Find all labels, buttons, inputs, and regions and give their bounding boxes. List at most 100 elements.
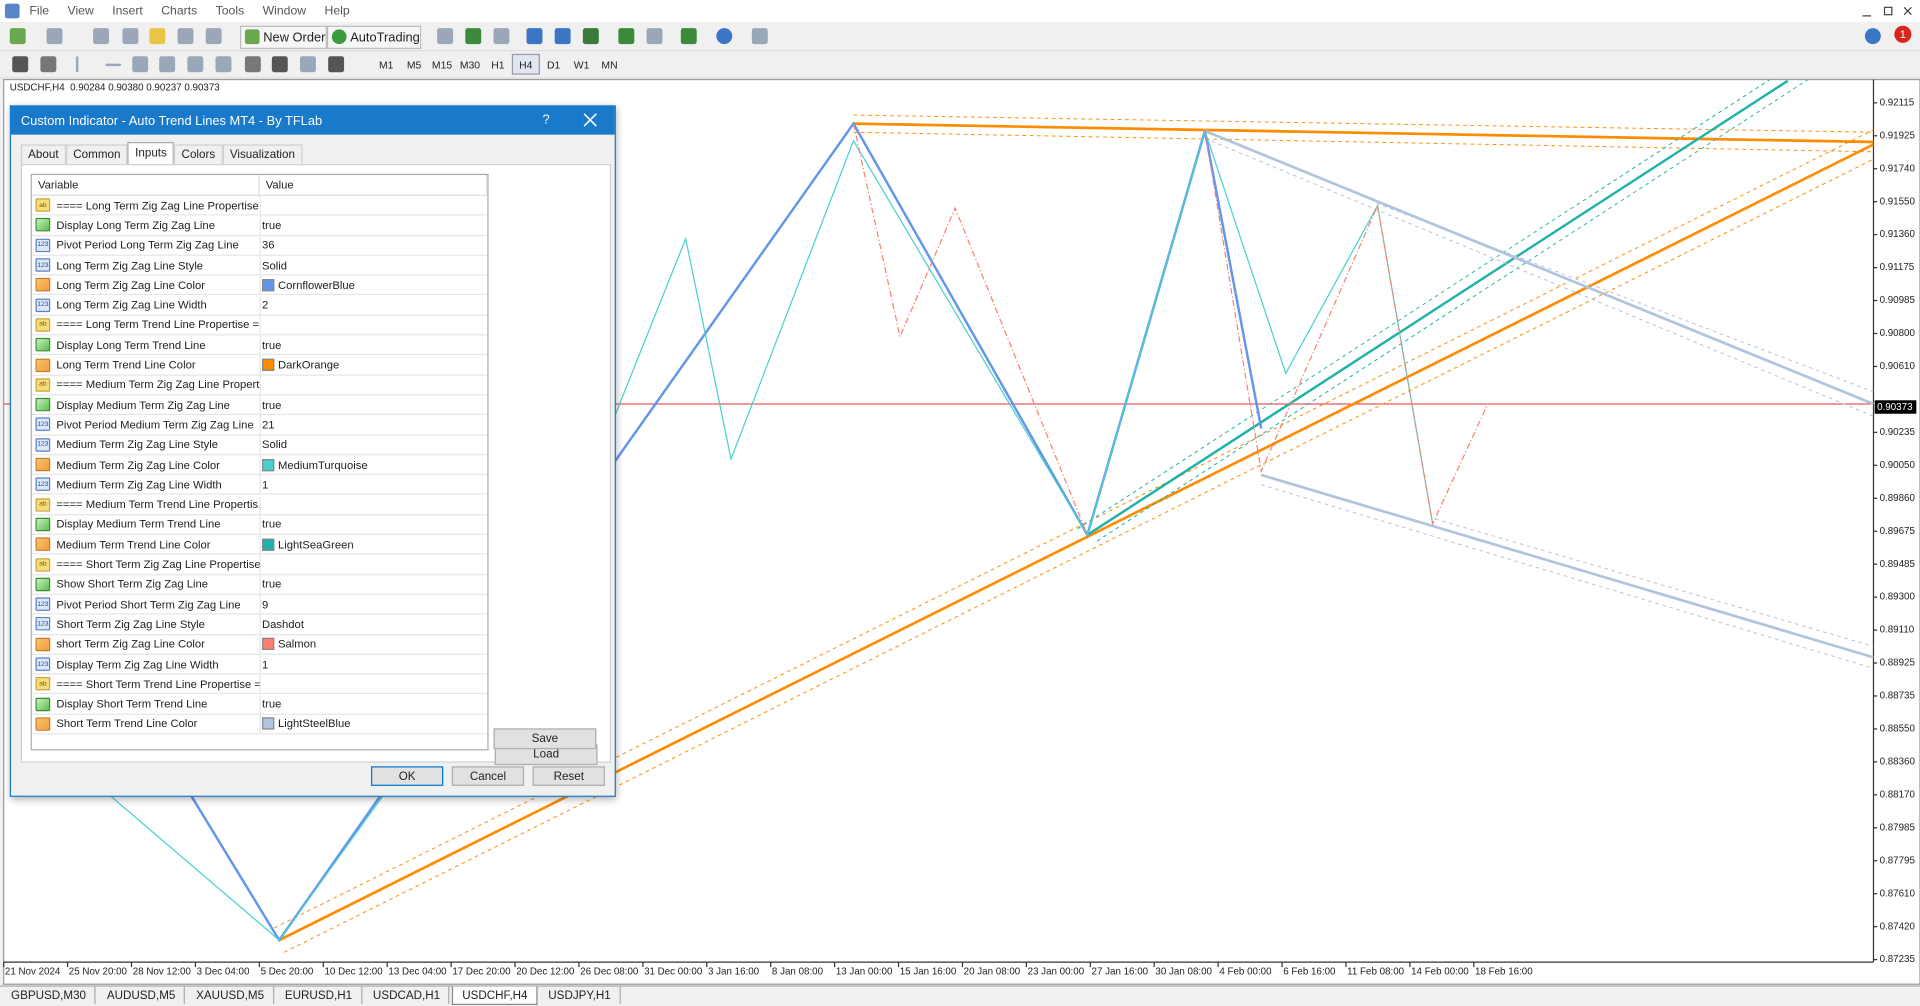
param-row[interactable]: Long Term Zig Zag Line Color CornflowerBl…: [31, 275, 488, 296]
timeframe-button[interactable]: M15: [431, 58, 453, 71]
timeframe-button[interactable]: W1: [573, 58, 590, 71]
param-row[interactable]: ab ==== Long Term Zig Zag Line Propertise…: [31, 195, 488, 216]
timeframe-button[interactable]: D1: [547, 58, 561, 71]
symbol-tab[interactable]: USDCAD,H1: [364, 986, 450, 1004]
autoscroll-icon[interactable]: [618, 28, 635, 45]
symbol-tab[interactable]: XAUUSD,M5: [188, 986, 274, 1004]
dialog-tab[interactable]: Inputs: [127, 141, 175, 165]
reset-button[interactable]: Reset: [532, 766, 605, 786]
param-row[interactable]: 123 Pivot Period Long Term Zig Zag Line 36: [31, 235, 488, 256]
templates-icon[interactable]: [751, 28, 768, 45]
timeframe-button[interactable]: H4: [511, 53, 540, 75]
cursor-icon[interactable]: [12, 56, 29, 73]
param-row[interactable]: Display Long Term Trend Line true: [31, 335, 488, 356]
zoom-out-icon[interactable]: [554, 28, 571, 45]
symbol-tab[interactable]: EURUSD,H1: [276, 986, 362, 1004]
param-row[interactable]: Display Medium Term Zig Zag Line true: [31, 395, 488, 416]
indicators-icon[interactable]: [680, 28, 697, 45]
periods-icon[interactable]: [716, 28, 733, 45]
menu-item[interactable]: Help: [324, 4, 350, 18]
fibo-icon[interactable]: [187, 56, 204, 73]
tile-icon[interactable]: [582, 28, 599, 45]
chart-shift-icon[interactable]: [646, 28, 663, 45]
crosshair-icon[interactable]: [40, 56, 57, 73]
line-chart-icon[interactable]: [493, 28, 510, 45]
save-button[interactable]: Save: [493, 728, 597, 750]
param-row[interactable]: 123 Pivot Period Short Term Zig Zag Line 9: [31, 594, 488, 615]
symbol-tab[interactable]: USDCHF,H4: [452, 986, 538, 1006]
tester-icon[interactable]: [205, 28, 222, 45]
text-label-icon[interactable]: [300, 56, 316, 73]
zoom-in-icon[interactable]: [526, 28, 543, 45]
help-button[interactable]: ?: [542, 112, 550, 128]
navigator-icon[interactable]: [149, 28, 166, 45]
param-row[interactable]: ab ==== Short Term Zig Zag Line Propertis…: [31, 555, 488, 575]
param-row[interactable]: Short Term Trend Line Color LightSteelBlu…: [31, 714, 488, 735]
dialog-tab[interactable]: Colors: [174, 144, 223, 165]
hline-icon[interactable]: [105, 63, 122, 67]
channel-icon[interactable]: [159, 56, 176, 73]
notification-badge[interactable]: 1: [1894, 25, 1912, 43]
menu-item[interactable]: Tools: [215, 4, 245, 18]
param-row[interactable]: 123 Short Term Zig Zag Line Style Dashdot: [31, 614, 488, 635]
timeframe-button[interactable]: M5: [406, 58, 422, 71]
bar-chart-icon[interactable]: [437, 28, 454, 45]
param-row[interactable]: 123 Long Term Zig Zag Line Style Solid: [31, 255, 488, 276]
arrows-icon[interactable]: [328, 56, 345, 73]
ok-button[interactable]: OK: [371, 766, 444, 786]
timeframe-button[interactable]: H1: [491, 58, 505, 71]
gann-icon[interactable]: [215, 56, 232, 73]
autotrading-button[interactable]: AutoTrading: [326, 25, 421, 49]
param-row[interactable]: Long Term Trend Line Color DarkOrange: [31, 355, 488, 376]
restore-icon[interactable]: [1883, 6, 1893, 16]
search-icon[interactable]: [1864, 28, 1881, 45]
param-row[interactable]: short Term Zig Zag Line Color Salmon: [31, 634, 488, 655]
vline-icon[interactable]: [75, 56, 79, 73]
menu-item[interactable]: File: [29, 4, 50, 18]
timeframe-button[interactable]: MN: [601, 58, 618, 71]
text-icon[interactable]: [244, 56, 261, 73]
terminal-icon[interactable]: [177, 28, 194, 45]
param-row[interactable]: ab ==== Medium Term Trend Line Propertis.…: [31, 495, 488, 516]
label-icon[interactable]: [271, 56, 288, 73]
param-row[interactable]: Medium Term Zig Zag Line Color MediumTurq…: [31, 455, 488, 476]
data-window-icon[interactable]: [122, 28, 139, 45]
candles-icon[interactable]: [465, 28, 482, 45]
symbol-tab[interactable]: AUDUSD,M5: [98, 986, 186, 1004]
new-order-button[interactable]: New Order: [240, 25, 327, 49]
dialog-tab[interactable]: Common: [65, 144, 128, 165]
cancel-button[interactable]: Cancel: [451, 766, 525, 786]
new-chart-icon[interactable]: [9, 28, 26, 45]
timeframe-button[interactable]: M1: [378, 58, 394, 71]
symbol-tab[interactable]: USDJPY,H1: [540, 986, 621, 1004]
param-row[interactable]: 123 Medium Term Zig Zag Line Style Solid: [31, 435, 488, 456]
time-label: 18 Feb 16:00: [1475, 967, 1533, 978]
dialog-tab[interactable]: About: [20, 144, 66, 165]
param-row[interactable]: ab ==== Short Term Trend Line Propertise …: [31, 674, 488, 695]
param-row[interactable]: Display Medium Term Trend Line true: [31, 515, 488, 536]
profiles-icon[interactable]: [46, 28, 63, 45]
market-watch-icon[interactable]: [93, 28, 109, 45]
param-row[interactable]: Display Short Term Trend Line true: [31, 694, 488, 715]
param-row[interactable]: Show Short Term Zig Zag Line true: [31, 574, 488, 595]
symbol-tab[interactable]: GBPUSD,M30: [2, 986, 96, 1004]
param-row[interactable]: 123 Pivot Period Medium Term Zig Zag Line…: [31, 415, 488, 436]
timeframe-button[interactable]: M30: [459, 58, 481, 71]
param-row[interactable]: 123 Medium Term Zig Zag Line Width 1: [31, 475, 488, 496]
param-row[interactable]: 123 Display Term Zig Zag Line Width 1: [31, 654, 488, 675]
dialog-tab[interactable]: Visualization: [222, 144, 303, 165]
trendline-icon[interactable]: [132, 56, 149, 73]
menu-item[interactable]: View: [67, 4, 94, 18]
param-row[interactable]: ab ==== Long Term Trend Line Propertise =…: [31, 315, 488, 336]
param-value-cell: MediumTurquoise: [260, 455, 488, 474]
close-icon[interactable]: [1903, 6, 1912, 16]
menu-item[interactable]: Insert: [112, 4, 143, 18]
menu-item[interactable]: Charts: [161, 4, 198, 18]
menu-item[interactable]: Window: [262, 4, 307, 18]
close-button[interactable]: [583, 113, 598, 128]
param-row[interactable]: Medium Term Trend Line Color LightSeaGree…: [31, 535, 488, 556]
param-row[interactable]: Display Long Term Zig Zag Line true: [31, 215, 488, 236]
param-row[interactable]: 123 Long Term Zig Zag Line Width 2: [31, 295, 488, 316]
price-label: 0.91740: [1880, 163, 1916, 174]
param-row[interactable]: ab ==== Medium Term Zig Zag Line Propert.…: [31, 375, 488, 396]
